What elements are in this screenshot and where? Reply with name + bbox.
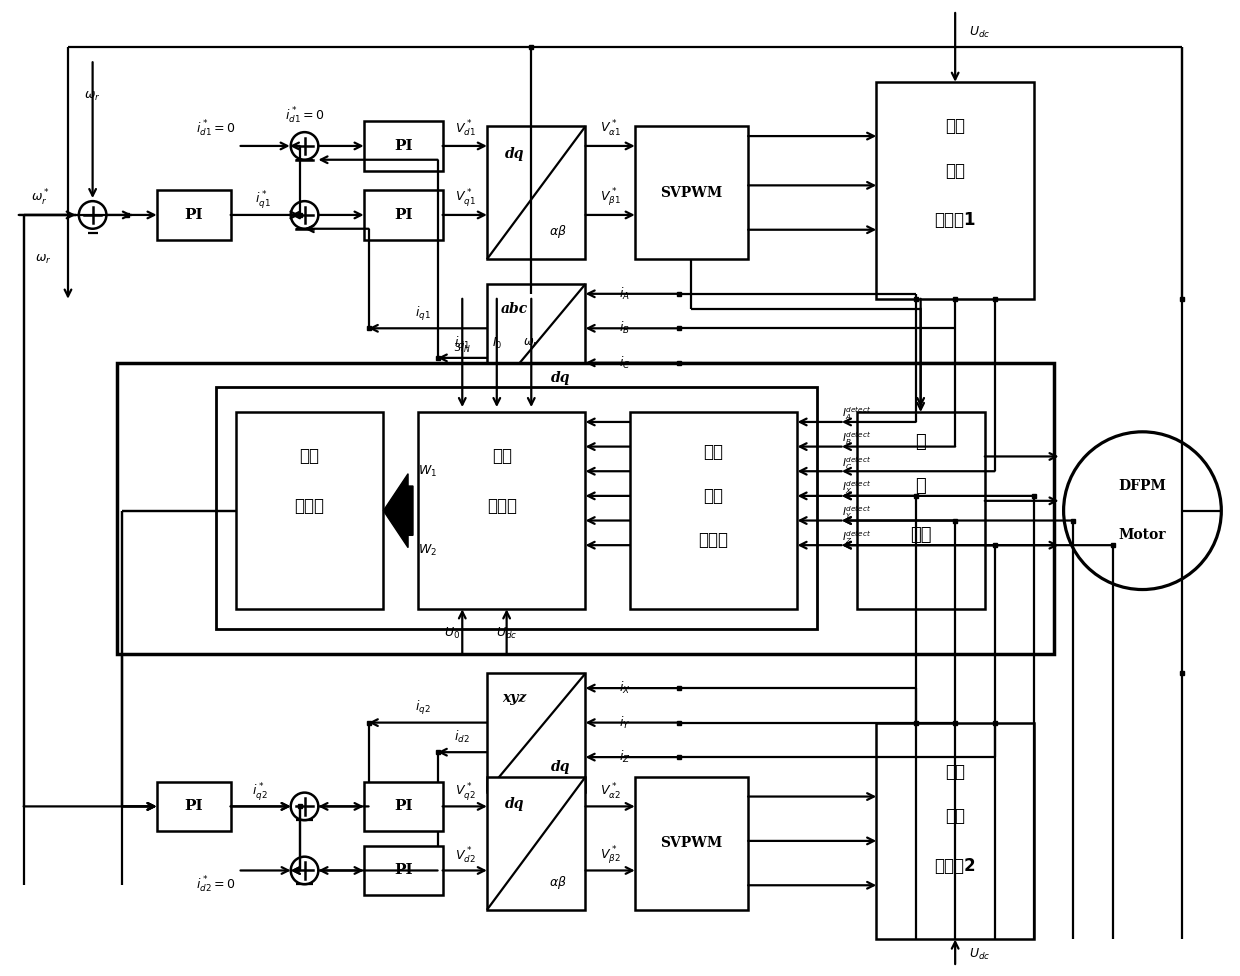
Text: $\omega_r$: $\omega_r$ xyxy=(84,90,100,103)
Text: $V_{\beta 2}^*$: $V_{\beta 2}^*$ xyxy=(600,844,620,867)
Text: dq: dq xyxy=(505,146,525,161)
Text: 全桥: 全桥 xyxy=(945,162,965,180)
FancyBboxPatch shape xyxy=(236,412,383,609)
Text: $I_A^{detect}$: $I_A^{detect}$ xyxy=(842,406,872,423)
Text: Motor: Motor xyxy=(1118,528,1166,543)
Text: PI: PI xyxy=(394,864,413,877)
Text: dq: dq xyxy=(505,797,525,811)
FancyBboxPatch shape xyxy=(630,412,797,609)
Text: $i_A$: $i_A$ xyxy=(620,286,630,302)
Text: PI: PI xyxy=(394,799,413,813)
Text: 各相: 各相 xyxy=(703,442,724,461)
Text: $i_{d2}$: $i_{d2}$ xyxy=(454,729,470,746)
Text: dq: dq xyxy=(551,371,570,385)
FancyBboxPatch shape xyxy=(487,126,585,260)
Text: SVPWM: SVPWM xyxy=(661,185,723,200)
Text: $V_{d2}^*$: $V_{d2}^*$ xyxy=(455,845,476,866)
FancyBboxPatch shape xyxy=(877,82,1034,299)
Text: $U_{dc}$: $U_{dc}$ xyxy=(496,627,517,641)
FancyBboxPatch shape xyxy=(156,782,231,831)
FancyBboxPatch shape xyxy=(216,387,817,629)
Text: $I_Y^{detect}$: $I_Y^{detect}$ xyxy=(842,505,872,521)
Text: $V_{\alpha 2}^*$: $V_{\alpha 2}^*$ xyxy=(600,782,620,801)
Text: $V_{\beta 1}^*$: $V_{\beta 1}^*$ xyxy=(600,187,620,209)
Text: $i_{q2}$: $i_{q2}$ xyxy=(415,699,430,716)
Text: $U_{dc}$: $U_{dc}$ xyxy=(970,947,991,961)
Text: 诊断器: 诊断器 xyxy=(487,497,517,514)
Text: $i_B$: $i_B$ xyxy=(620,320,630,337)
FancyBboxPatch shape xyxy=(635,126,748,260)
Text: 电流: 电流 xyxy=(703,487,724,505)
Text: 驱动器2: 驱动器2 xyxy=(935,857,976,874)
Text: $i_Z$: $i_Z$ xyxy=(619,749,631,765)
Text: $I_Z^{detect}$: $I_Z^{detect}$ xyxy=(842,529,872,546)
Text: $V_{q1}^*$: $V_{q1}^*$ xyxy=(455,187,476,209)
Text: $i_{q1}^*$: $i_{q1}^*$ xyxy=(255,189,272,211)
Text: $\omega_r^*$: $\omega_r^*$ xyxy=(31,188,50,208)
Text: abc: abc xyxy=(501,302,528,315)
Text: SVPWM: SVPWM xyxy=(661,836,723,850)
Text: 处理器: 处理器 xyxy=(294,497,325,514)
FancyBboxPatch shape xyxy=(635,777,748,910)
Text: $3I_N$: $3I_N$ xyxy=(454,342,471,355)
FancyBboxPatch shape xyxy=(487,673,585,792)
Text: $\alpha\beta$: $\alpha\beta$ xyxy=(549,874,567,891)
Text: $i_{q2}^*$: $i_{q2}^*$ xyxy=(253,781,268,802)
Text: $i_{d1}^*=0$: $i_{d1}^*=0$ xyxy=(285,106,325,127)
Text: $W_1$: $W_1$ xyxy=(418,464,438,479)
Text: 第: 第 xyxy=(915,432,926,451)
Text: $U_0$: $U_0$ xyxy=(444,627,460,641)
Text: $V_{\alpha 1}^*$: $V_{\alpha 1}^*$ xyxy=(600,119,621,140)
Text: $I_0$: $I_0$ xyxy=(492,336,502,350)
Text: 故障: 故障 xyxy=(492,447,512,466)
Text: 三相: 三相 xyxy=(945,763,965,781)
Text: PI: PI xyxy=(185,799,203,813)
FancyBboxPatch shape xyxy=(118,363,1054,654)
Text: 三相: 三相 xyxy=(945,117,965,136)
Text: $V_{q2}^*$: $V_{q2}^*$ xyxy=(455,781,476,802)
FancyBboxPatch shape xyxy=(487,284,585,402)
Text: $V_{d1}^*$: $V_{d1}^*$ xyxy=(455,119,476,140)
Text: 全桥: 全桥 xyxy=(945,807,965,826)
Text: $i_{q1}$: $i_{q1}$ xyxy=(415,305,430,322)
FancyBboxPatch shape xyxy=(363,190,443,239)
Text: $i_X$: $i_X$ xyxy=(619,680,631,696)
Text: $I_B^{detect}$: $I_B^{detect}$ xyxy=(842,430,872,447)
Text: 驱动器1: 驱动器1 xyxy=(935,211,976,228)
Text: PI: PI xyxy=(394,208,413,222)
FancyBboxPatch shape xyxy=(156,190,231,239)
FancyBboxPatch shape xyxy=(857,412,985,609)
Text: PI: PI xyxy=(185,208,203,222)
Text: PI: PI xyxy=(394,139,413,153)
Text: xyz: xyz xyxy=(502,691,527,705)
FancyBboxPatch shape xyxy=(877,722,1034,940)
FancyArrow shape xyxy=(383,473,413,548)
Text: dq: dq xyxy=(551,760,570,774)
FancyBboxPatch shape xyxy=(363,782,443,831)
Text: $i_Y$: $i_Y$ xyxy=(619,714,631,731)
Text: 四: 四 xyxy=(915,477,926,495)
Text: $i_{d1}^*=0$: $i_{d1}^*=0$ xyxy=(196,119,236,140)
Text: $\alpha\beta$: $\alpha\beta$ xyxy=(549,224,567,240)
FancyBboxPatch shape xyxy=(418,412,585,609)
Text: $I_X^{detect}$: $I_X^{detect}$ xyxy=(842,479,872,497)
Text: $U_{dc}$: $U_{dc}$ xyxy=(970,25,991,40)
FancyBboxPatch shape xyxy=(487,777,585,910)
Text: $i_{d2}^*=0$: $i_{d2}^*=0$ xyxy=(196,875,236,895)
Text: DFPM: DFPM xyxy=(1118,479,1167,493)
FancyBboxPatch shape xyxy=(363,121,443,171)
Text: 桥臂: 桥臂 xyxy=(910,526,931,545)
Text: $i_C$: $i_C$ xyxy=(619,354,631,371)
Text: $I_C^{detect}$: $I_C^{detect}$ xyxy=(842,455,872,471)
Text: $\omega_r$: $\omega_r$ xyxy=(35,253,52,265)
FancyBboxPatch shape xyxy=(363,846,443,895)
Text: $\omega_r$: $\omega_r$ xyxy=(523,337,539,349)
Text: $i_{d1}$: $i_{d1}$ xyxy=(454,335,470,351)
Text: 故障: 故障 xyxy=(300,447,320,466)
Text: $W_2$: $W_2$ xyxy=(418,543,438,557)
Text: 诊断器: 诊断器 xyxy=(698,531,729,549)
